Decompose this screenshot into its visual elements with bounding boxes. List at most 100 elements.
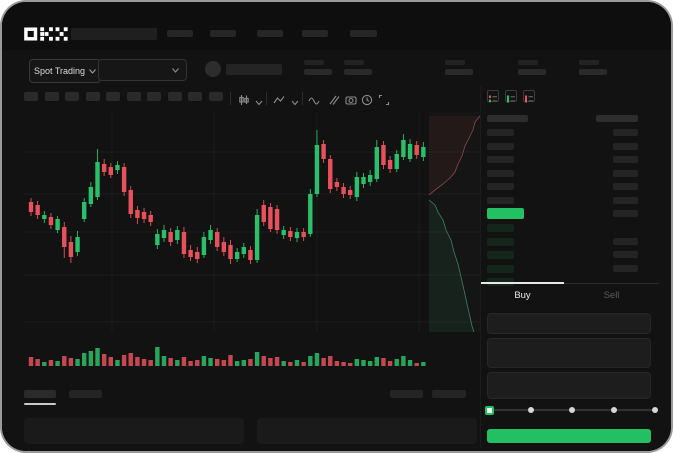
pair-coin-avatar	[205, 61, 221, 77]
timeframe-skeleton[interactable]	[106, 92, 120, 101]
ask-price-skeleton[interactable]	[487, 142, 514, 150]
buy-tab[interactable]: Buy	[481, 288, 564, 302]
candle-body	[328, 159, 333, 189]
bid-price-skeleton[interactable]	[487, 264, 514, 273]
history-clock-icon[interactable]	[361, 93, 373, 106]
camera-snapshot-icon[interactable]	[345, 93, 357, 105]
bid-size-skeleton	[613, 264, 638, 272]
volume-bar	[387, 361, 393, 366]
okx-logo[interactable]	[24, 27, 68, 41]
amount-input-skeleton[interactable]	[487, 338, 651, 368]
nav-item-skeleton[interactable]	[167, 30, 193, 37]
candle-body	[374, 147, 379, 179]
last-size-skeleton	[613, 210, 638, 217]
volume-bar	[95, 348, 100, 366]
timeframe-skeleton[interactable]	[44, 92, 59, 101]
bid-price-skeleton[interactable]	[487, 237, 514, 246]
volume-bar	[288, 362, 293, 366]
book-asks-icon[interactable]	[523, 90, 535, 103]
volume-bar	[55, 361, 60, 366]
slider-handle[interactable]	[484, 405, 494, 415]
candle-body	[301, 232, 306, 237]
volume-bar	[268, 358, 273, 366]
fullscreen-expand-icon[interactable]	[378, 93, 390, 106]
timeframe-skeleton[interactable]	[24, 92, 38, 101]
candle-body	[35, 205, 40, 215]
bottom-action-skeleton[interactable]	[390, 390, 423, 398]
nav-item-skeleton[interactable]	[257, 30, 283, 37]
book-combined-icon[interactable]	[487, 90, 499, 103]
timeframe-skeleton[interactable]	[167, 92, 182, 101]
volume-bar	[195, 360, 200, 366]
candle-body	[361, 177, 366, 184]
ask-price-skeleton[interactable]	[487, 169, 514, 177]
volume-bar	[414, 363, 419, 366]
candle-body	[261, 205, 266, 222]
compare-icon[interactable]	[328, 93, 340, 105]
volume-bar	[48, 360, 54, 366]
slider-step-dot[interactable]	[569, 407, 575, 413]
nav-item-skeleton[interactable]	[302, 30, 328, 37]
timeframe-skeleton[interactable]	[126, 92, 141, 101]
timeframe-skeleton[interactable]	[188, 92, 202, 101]
candle-body	[308, 194, 313, 234]
volume-bar	[75, 359, 80, 366]
timeframe-skeleton[interactable]	[147, 92, 161, 101]
bottom-tab-skeleton[interactable]	[69, 390, 102, 398]
ask-price-skeleton[interactable]	[487, 156, 514, 163]
bid-price-skeleton[interactable]	[487, 224, 514, 232]
chevron-down-icon	[89, 68, 96, 74]
volume-bar	[228, 355, 233, 366]
chevron-down-icon[interactable]	[289, 96, 301, 108]
timeframe-skeleton[interactable]	[65, 92, 79, 101]
nav-item-skeleton[interactable]	[350, 30, 377, 37]
slider-step-dot[interactable]	[527, 407, 534, 413]
timeframe-skeleton[interactable]	[85, 92, 100, 101]
pair-name-skeleton	[226, 64, 282, 75]
line-style-icon[interactable]	[273, 93, 285, 105]
volume-bar	[168, 358, 173, 366]
buy-submit-button[interactable]	[487, 429, 651, 443]
nav-item-skeleton[interactable]	[210, 30, 236, 37]
stat-label-skeleton	[344, 60, 364, 65]
market-type-dropdown[interactable]: Spot Trading	[29, 59, 101, 83]
indicators-wave-icon[interactable]	[308, 93, 320, 105]
last-price-highlight[interactable]	[487, 208, 524, 219]
pair-selector-dropdown[interactable]	[98, 59, 187, 81]
slider-step-dot[interactable]	[652, 407, 658, 413]
volume-bar	[354, 359, 360, 366]
candle-body	[175, 230, 180, 240]
ask-price-skeleton[interactable]	[487, 183, 514, 190]
price-input-skeleton[interactable]	[487, 313, 651, 334]
ask-price-skeleton[interactable]	[487, 129, 514, 136]
candle-body	[281, 230, 286, 235]
sell-tab[interactable]: Sell	[564, 288, 659, 302]
stat-value-skeleton	[518, 69, 546, 75]
slider-step-dot[interactable]	[610, 407, 617, 413]
chevron-down-icon[interactable]	[253, 96, 265, 108]
candle-body	[82, 202, 87, 219]
candlestick-style-icon[interactable]	[238, 93, 250, 105]
bottom-action-skeleton[interactable]	[432, 390, 466, 398]
candle-body	[168, 232, 173, 242]
ask-size-skeleton	[613, 156, 638, 163]
ask-price-skeleton[interactable]	[487, 196, 514, 204]
buy-tab-label: Buy	[514, 289, 531, 301]
stat-label-skeleton	[445, 60, 465, 65]
candle-body	[294, 232, 300, 238]
total-input-skeleton[interactable]	[487, 372, 651, 399]
timeframe-skeleton[interactable]	[208, 92, 223, 101]
volume-bar	[155, 347, 160, 366]
candle-body	[195, 252, 200, 259]
candle-body	[334, 182, 340, 187]
volume-bar	[88, 351, 94, 366]
nav-search-skeleton[interactable]	[71, 28, 157, 40]
book-bids-icon[interactable]	[505, 90, 517, 103]
candle-body	[341, 187, 346, 194]
stat-value-skeleton	[579, 69, 607, 75]
price-chart[interactable]	[24, 112, 480, 377]
bid-price-skeleton[interactable]	[487, 251, 514, 259]
bottom-tab-active-skeleton[interactable]	[24, 390, 56, 398]
volume-bar	[374, 357, 379, 366]
